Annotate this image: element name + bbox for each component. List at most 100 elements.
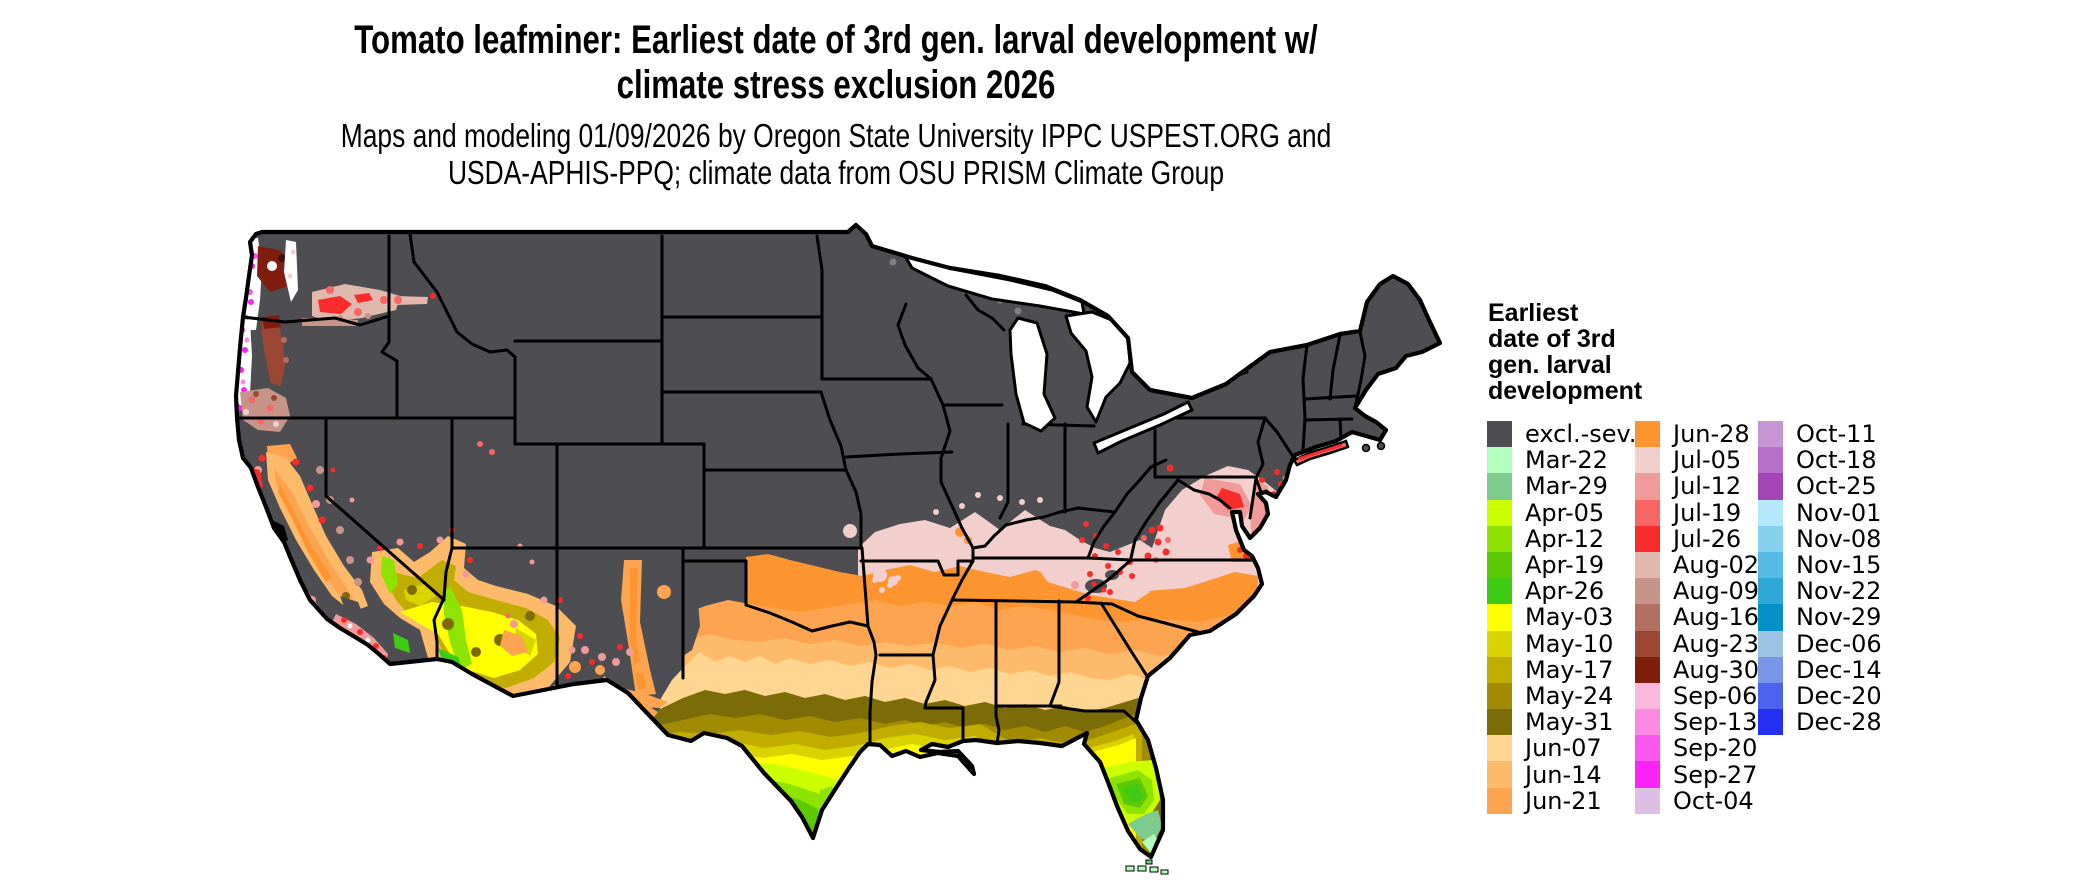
legend-row: Jun-14 (1487, 760, 1637, 789)
legend-row: Nov-01 (1758, 498, 1882, 527)
legend-row: Apr-19 (1487, 551, 1637, 580)
legend-row: Dec-14 (1758, 655, 1882, 684)
map-title-line1: Tomato leafminer: Earliest date of 3rd g… (354, 18, 1318, 62)
legend-swatch (1635, 604, 1660, 631)
legend-swatch (1758, 709, 1783, 736)
legend-row: Jul-26 (1635, 525, 1759, 552)
legend-swatch (1487, 447, 1512, 474)
legend-row: May-31 (1487, 709, 1637, 736)
legend-swatch (1758, 551, 1783, 579)
legend-label: Aug-02 (1673, 551, 1760, 580)
legend-label: Dec-28 (1796, 708, 1882, 737)
legend-swatch (1635, 578, 1660, 605)
legend-row: Sep-13 (1635, 708, 1759, 737)
map-offshore-features (1125, 439, 1386, 875)
legend-swatch (1758, 682, 1783, 710)
legend-label: Mar-22 (1525, 446, 1608, 475)
legend-label: Sep-20 (1673, 734, 1758, 763)
legend-row: excl.-sev. (1487, 420, 1637, 449)
legend-row: Jul-05 (1635, 446, 1759, 475)
map-interior-west-flecks (330, 441, 535, 656)
legend-row: Nov-08 (1758, 525, 1882, 552)
legend-row: Apr-05 (1487, 498, 1637, 527)
legend-label: May-17 (1525, 655, 1614, 684)
legend-label: Jun-14 (1525, 760, 1602, 789)
legend-row: Oct-18 (1758, 447, 1882, 474)
state-border-lines (236, 232, 1367, 746)
legend-title-line: date of 3rd (1488, 325, 1616, 353)
legend-label: Jun-21 (1525, 786, 1602, 815)
legend-swatch (1635, 473, 1660, 500)
legend-swatch (1758, 656, 1783, 683)
legend-label: May-10 (1525, 629, 1614, 658)
legend-label: Dec-20 (1796, 681, 1882, 710)
legend-swatch (1758, 604, 1783, 631)
legend-row: Aug-23 (1635, 630, 1759, 657)
map-title-line2: climate stress exclusion 2026 (616, 63, 1056, 107)
legend-swatch (1635, 421, 1660, 448)
legend-row: Sep-27 (1635, 761, 1759, 788)
legend-swatch (1487, 630, 1512, 657)
legend-row: Jul-12 (1635, 472, 1759, 501)
map-florida (1102, 760, 1162, 853)
legend-row: Aug-30 (1635, 656, 1759, 683)
legend-row: Nov-15 (1758, 551, 1882, 580)
legend-label: Apr-05 (1525, 498, 1605, 527)
legend-row: May-10 (1487, 629, 1637, 658)
legend-label: May-24 (1525, 681, 1614, 710)
legend-label: Nov-15 (1796, 551, 1882, 580)
legend-row: Mar-29 (1487, 472, 1637, 501)
legend-swatch (1487, 473, 1512, 500)
legend-row: May-03 (1487, 603, 1637, 632)
legend-row: Apr-26 (1487, 578, 1637, 605)
legend-row: Sep-20 (1635, 734, 1759, 763)
legend-row: Jun-21 (1487, 786, 1637, 815)
legend-swatch (1487, 604, 1512, 631)
legend-row: Oct-25 (1758, 472, 1882, 501)
legend-label: Apr-19 (1525, 551, 1605, 580)
legend-column-3: Oct-11 Oct-18 Oct-25 Nov-01 Nov-08 Nov-15 Nov-… (1758, 420, 1882, 737)
map-title: Tomato leafminer: Earliest date of 3rd g… (0, 18, 1672, 108)
legend-label: Mar-29 (1525, 472, 1608, 501)
legend-swatch (1487, 682, 1512, 710)
legend-label: Nov-01 (1796, 498, 1882, 527)
legend-label: Jul-12 (1673, 472, 1742, 501)
legend-label: Oct-04 (1673, 786, 1754, 815)
legend-column-2: Jun-28 Jul-05 Jul-12 Jul-19 Jul-26 Aug-02 Aug-… (1635, 421, 1759, 814)
legend-label: Dec-14 (1796, 655, 1882, 684)
legend-row: Dec-28 (1758, 708, 1882, 737)
legend-row: Oct-04 (1635, 786, 1759, 815)
legend-swatch (1635, 761, 1660, 788)
legend-label: Jul-19 (1673, 498, 1742, 527)
legend-title-line: development (1488, 377, 1643, 405)
legend-row: Dec-20 (1758, 681, 1882, 710)
legend-swatch (1635, 709, 1660, 736)
legend-label: Jul-05 (1673, 446, 1742, 475)
legend-label: excl.-sev. (1525, 420, 1637, 449)
legend-swatch (1487, 525, 1512, 552)
legend-label: Sep-06 (1673, 681, 1758, 710)
legend-label: Sep-13 (1673, 708, 1758, 737)
legend-swatch (1635, 551, 1660, 579)
legend-label: Oct-11 (1796, 420, 1877, 449)
legend-row: Nov-29 (1758, 603, 1882, 632)
legend-row: Aug-02 (1635, 551, 1760, 580)
legend-swatch (1635, 656, 1660, 683)
legend-row: Mar-22 (1487, 446, 1637, 475)
us-outline (233, 222, 1443, 860)
legend-swatch (1487, 499, 1512, 526)
legend-swatch (1758, 421, 1783, 448)
legend-swatch (1635, 630, 1660, 657)
legend-label: May-03 (1525, 603, 1614, 632)
legend-label: Nov-29 (1796, 603, 1882, 632)
legend-label: Oct-25 (1796, 472, 1877, 501)
legend-row: Jun-07 (1487, 735, 1637, 762)
legend-swatch (1635, 499, 1660, 526)
map-fill-layers (236, 225, 1440, 857)
legend-swatch (1758, 578, 1783, 605)
legend-row: Jun-28 (1635, 421, 1759, 448)
legend-swatch (1758, 499, 1783, 526)
legend-title: Earliest date of 3rd gen. larval develop… (1488, 300, 1642, 404)
